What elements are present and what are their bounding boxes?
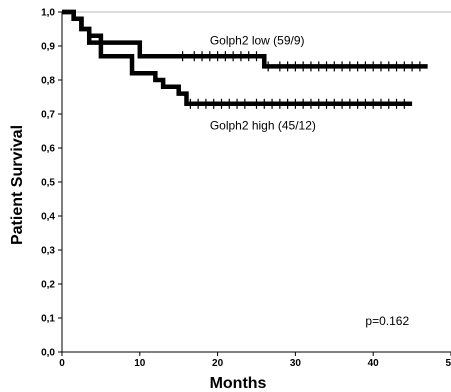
- chart-ticks: 0,0 0,1 0,2 0,3 0,4 0,5 0,6 0,7 0,8 0,9 1,0 0 10 20 30…: [41, 8, 451, 369]
- x-tick-label: 30: [290, 358, 302, 369]
- y-tick-label: 1,0: [41, 8, 55, 19]
- y-tick-label: 0,9: [41, 42, 55, 53]
- y-tick-label: 0,2: [41, 280, 55, 291]
- survival-line-series-2: [62, 9, 413, 107]
- x-tick-label: 50: [445, 358, 451, 369]
- y-tick-label: 0,1: [41, 314, 55, 325]
- y-tick-label: 0,6: [41, 144, 55, 155]
- y-tick-label: 0,8: [41, 76, 55, 87]
- y-tick-label: 0,0: [41, 348, 55, 359]
- x-tick-label: 10: [134, 358, 146, 369]
- x-tick-label: 40: [368, 358, 380, 369]
- y-tick-label: 0,4: [41, 212, 55, 223]
- chart-annotation: Golph2 low (59/9): [210, 33, 305, 47]
- x-tick-label: 20: [212, 358, 224, 369]
- y-axis-title: Patient Survival: [9, 125, 26, 245]
- chart-annotation: Golph2 high (45/12): [210, 118, 316, 132]
- chart-annotations: Golph2 low (59/9) Golph2 high (45/12) p=0.…: [210, 33, 410, 328]
- y-tick-label: 0,7: [41, 110, 55, 121]
- x-tick-label: 0: [59, 358, 65, 369]
- chart-series: [62, 9, 428, 109]
- y-tick-label: 0,3: [41, 246, 55, 257]
- y-tick-label: 0,5: [41, 178, 55, 189]
- chart-annotation: p=0.162: [365, 314, 409, 328]
- x-axis-title: Months: [210, 375, 267, 392]
- chart-axes: [61, 11, 451, 353]
